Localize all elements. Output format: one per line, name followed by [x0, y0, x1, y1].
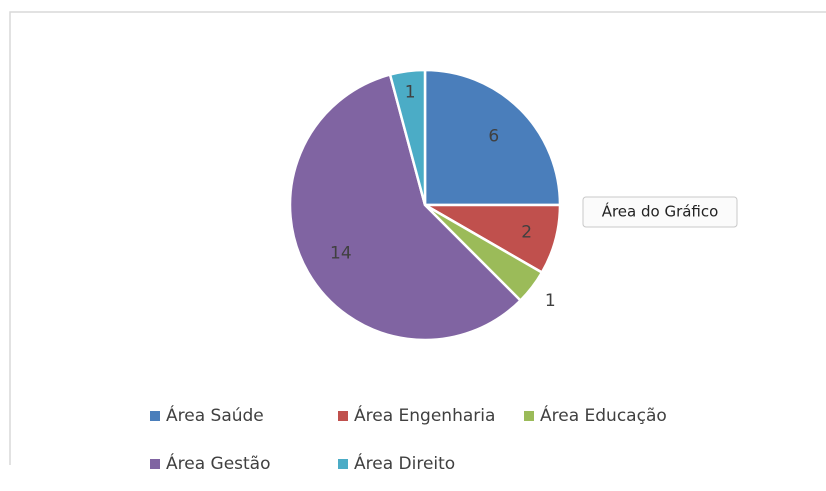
tooltip-text: Área do Gráfico [602, 202, 719, 221]
legend-swatch [150, 411, 160, 421]
legend-label: Área Saúde [166, 404, 264, 426]
legend-swatch [524, 411, 534, 421]
data-label: 14 [330, 244, 352, 264]
legend-label: Área Educação [540, 404, 667, 426]
legend-label: Área Engenharia [354, 404, 495, 426]
pie-slice [288, 73, 523, 342]
legend-swatch [150, 459, 160, 469]
legend-swatch [338, 411, 348, 421]
pie: 6 2 1 14 1 [288, 68, 562, 342]
data-label: 1 [405, 83, 416, 103]
legend-swatch [338, 459, 348, 469]
data-label: 2 [521, 222, 532, 242]
data-label: 1 [545, 291, 556, 311]
legend: Área Saúde Área Engenharia Área Educação Ár… [150, 404, 667, 474]
pie-slice [388, 68, 427, 206]
data-label: 6 [488, 126, 499, 146]
tooltip-box [582, 196, 738, 228]
tooltip: Área do Gráfico [582, 196, 738, 228]
chart-frame [9, 11, 826, 465]
legend-label: Área Direito [354, 452, 455, 474]
pie-slice [423, 68, 562, 207]
legend-label: Área Gestão [166, 452, 271, 474]
